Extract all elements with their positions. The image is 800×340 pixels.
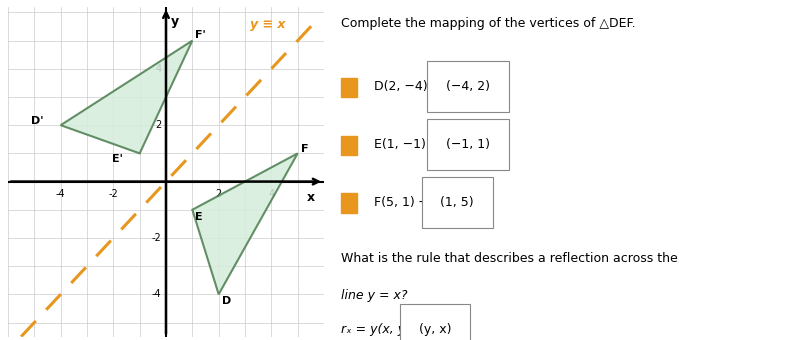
- Text: F(5, 1) → F′: F(5, 1) → F′: [374, 196, 443, 209]
- Text: 4: 4: [268, 189, 274, 199]
- FancyBboxPatch shape: [341, 136, 357, 155]
- Text: (−1, 1): (−1, 1): [446, 138, 490, 151]
- Text: (1, 5): (1, 5): [440, 196, 474, 209]
- Text: D(2, −4) → D′: D(2, −4) → D′: [374, 80, 458, 93]
- Text: F': F': [195, 30, 206, 40]
- Text: D: D: [222, 296, 231, 306]
- Text: line y = x?: line y = x?: [342, 289, 408, 302]
- Text: 2: 2: [155, 120, 162, 130]
- Text: (y, x): (y, x): [418, 323, 451, 336]
- Text: -2: -2: [151, 233, 162, 243]
- Text: rₓ = y(x, y) →: rₓ = y(x, y) →: [342, 323, 425, 336]
- FancyBboxPatch shape: [341, 193, 357, 213]
- Text: What is the rule that describes a reflection across the: What is the rule that describes a reflec…: [342, 252, 678, 265]
- Text: 2: 2: [215, 189, 222, 199]
- Text: (−4, 2): (−4, 2): [446, 80, 490, 93]
- Text: y: y: [170, 15, 179, 28]
- Text: -4: -4: [56, 189, 66, 199]
- Text: y ≡ x: y ≡ x: [250, 18, 286, 31]
- Text: -2: -2: [109, 189, 118, 199]
- FancyBboxPatch shape: [341, 78, 357, 97]
- Text: E(1, −1) → E′: E(1, −1) → E′: [374, 138, 455, 151]
- Text: -4: -4: [152, 289, 162, 299]
- Text: Complete the mapping of the vertices of △DEF.: Complete the mapping of the vertices of …: [342, 17, 636, 30]
- Text: F: F: [301, 144, 308, 154]
- Text: E: E: [195, 211, 203, 222]
- Text: 4: 4: [155, 64, 162, 74]
- Text: D': D': [31, 116, 43, 126]
- Text: x: x: [306, 191, 315, 204]
- Text: E': E': [112, 154, 122, 164]
- Polygon shape: [61, 40, 192, 153]
- Polygon shape: [192, 153, 298, 294]
